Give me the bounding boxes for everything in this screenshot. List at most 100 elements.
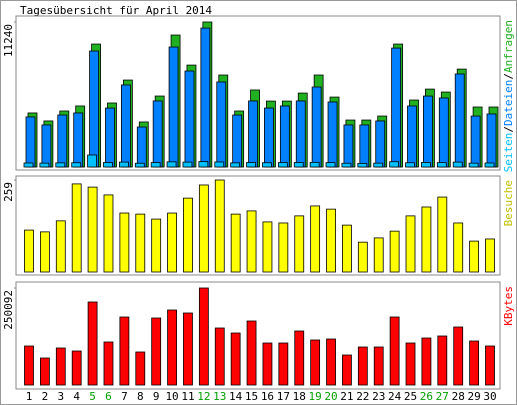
bar — [294, 330, 305, 386]
bar — [293, 162, 304, 168]
bar — [421, 162, 431, 168]
x-tick-label: 22 — [356, 390, 369, 403]
bar — [421, 206, 432, 273]
bar — [470, 115, 481, 168]
bar — [200, 27, 211, 168]
x-tick-label: 14 — [229, 390, 243, 403]
bar — [39, 231, 50, 273]
bar — [246, 162, 256, 168]
bar — [469, 340, 480, 386]
bar — [23, 162, 34, 168]
x-tick-label: 27 — [436, 390, 449, 403]
bar — [55, 347, 66, 386]
bar — [73, 112, 84, 168]
bar — [246, 210, 257, 273]
x-tick-label: 15 — [245, 390, 258, 403]
x-tick-label: 9 — [153, 390, 160, 403]
x-tick-label: 19 — [309, 390, 322, 403]
x-tick-label: 1 — [26, 390, 33, 403]
bar — [437, 196, 448, 273]
bar — [57, 114, 68, 168]
y-tick-label: 250092 — [2, 290, 15, 330]
x-tick-label: 10 — [165, 390, 178, 403]
legend: Seiten/Dateien/Anfragen — [502, 20, 515, 172]
x-tick-label: 11 — [181, 390, 194, 403]
legend-entry: KBytes — [502, 286, 515, 326]
bar — [248, 100, 258, 168]
bar — [438, 97, 449, 168]
x-tick-label: 24 — [388, 390, 402, 403]
x-tick-label: 2 — [42, 390, 49, 403]
bar — [373, 237, 384, 273]
bar — [89, 50, 99, 168]
bar — [453, 222, 464, 273]
bar — [103, 162, 113, 168]
bar — [167, 309, 177, 386]
bar — [342, 224, 352, 273]
bar — [246, 320, 257, 386]
bar — [468, 162, 479, 168]
bar — [484, 162, 495, 168]
bar — [151, 317, 162, 386]
bar — [214, 327, 225, 386]
bar — [357, 346, 368, 386]
bar — [24, 345, 34, 386]
bar — [87, 186, 98, 273]
bar — [486, 113, 497, 168]
x-tick-label: 30 — [483, 390, 496, 403]
x-tick-label: 16 — [261, 390, 274, 403]
bar — [71, 350, 82, 386]
bar — [25, 116, 36, 168]
bar — [71, 162, 82, 168]
bar — [423, 95, 433, 168]
bar — [262, 342, 273, 386]
bar — [230, 332, 241, 386]
bar — [183, 312, 193, 386]
bar — [375, 120, 386, 168]
bar — [198, 161, 209, 168]
bar — [39, 357, 50, 386]
bar — [469, 240, 480, 273]
bar — [87, 154, 97, 168]
legend-entry: Dateien — [502, 80, 515, 126]
bar — [327, 101, 338, 168]
bar — [167, 212, 177, 273]
bar — [103, 341, 114, 386]
bar — [136, 126, 147, 168]
bar — [278, 222, 289, 273]
bar — [326, 208, 336, 273]
x-tick-label: 8 — [137, 390, 144, 403]
bar — [295, 100, 306, 168]
legend-entry: Seiten — [502, 133, 515, 173]
x-tick-label: 20 — [324, 390, 337, 403]
x-tick-label: 5 — [89, 390, 96, 403]
legend-separator: / — [502, 73, 515, 80]
bar — [294, 215, 305, 273]
x-tick-label: 28 — [452, 390, 465, 403]
x-tick-label: 7 — [121, 390, 128, 403]
bar — [87, 301, 98, 386]
bar — [118, 161, 129, 168]
bar — [421, 337, 432, 386]
chart-title: Tagesübersicht für April 2014 — [20, 4, 212, 17]
bar — [103, 194, 114, 273]
bar — [325, 162, 336, 168]
bar — [119, 316, 130, 386]
bar — [326, 338, 336, 386]
legend: KBytes — [502, 286, 515, 326]
bar — [183, 197, 193, 273]
x-tick-label: 6 — [105, 390, 112, 403]
x-tick-label: 18 — [293, 390, 306, 403]
bar — [359, 124, 370, 168]
bar — [39, 162, 50, 168]
bar — [134, 162, 145, 168]
bar — [198, 287, 209, 386]
bar — [24, 229, 34, 273]
bar — [120, 84, 131, 168]
bar — [71, 183, 82, 273]
bar — [405, 162, 415, 168]
bar — [41, 124, 52, 168]
bar — [55, 220, 66, 273]
bar — [485, 345, 495, 386]
